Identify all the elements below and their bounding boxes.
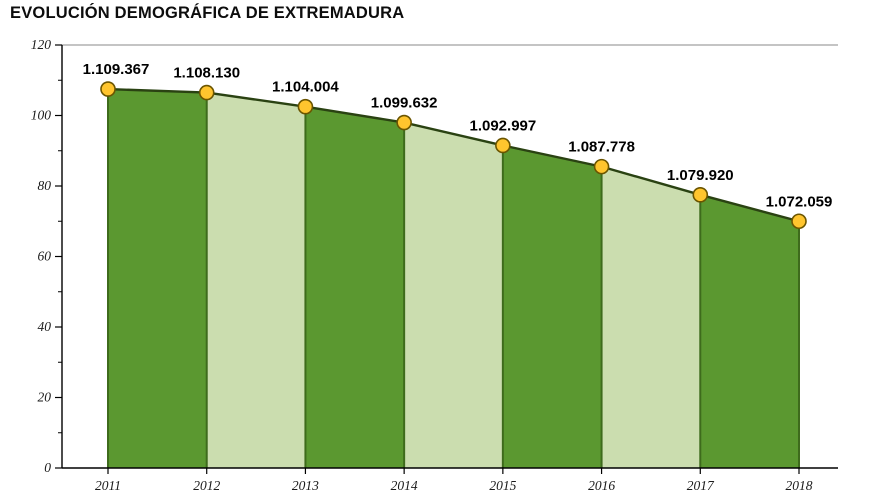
area-segment bbox=[206, 92, 306, 469]
x-tick-label: 2017 bbox=[687, 478, 715, 493]
y-tick-label: 60 bbox=[38, 249, 52, 264]
x-tick-label: 2014 bbox=[391, 478, 418, 493]
x-tick-label: 2012 bbox=[193, 478, 220, 493]
area-segment bbox=[700, 194, 799, 468]
data-point-value: 1.108.130 bbox=[173, 65, 240, 82]
x-tick-label: 2013 bbox=[292, 478, 319, 493]
data-point-marker bbox=[791, 213, 807, 230]
x-tick-label: 2011 bbox=[95, 478, 121, 493]
data-point-value: 1.072.059 bbox=[766, 193, 833, 210]
y-tick-label: 0 bbox=[44, 460, 51, 475]
data-point-value: 1.109.367 bbox=[83, 61, 150, 78]
area-segment bbox=[502, 145, 602, 468]
y-tick-label: 80 bbox=[38, 178, 52, 193]
y-tick-label: 40 bbox=[38, 319, 52, 334]
trend-line bbox=[107, 87, 800, 223]
data-point-value: 1.099.632 bbox=[371, 95, 438, 112]
y-tick-label: 20 bbox=[38, 390, 52, 405]
x-tick-label: 2016 bbox=[588, 478, 615, 493]
area-segment bbox=[108, 89, 207, 468]
area-segment bbox=[601, 166, 701, 469]
data-point-marker bbox=[495, 137, 511, 154]
data-point-marker bbox=[692, 187, 709, 203]
area-segment bbox=[404, 122, 503, 469]
data-point-value: 1.087.778 bbox=[568, 139, 635, 156]
data-point-value: 1.079.920 bbox=[667, 167, 734, 184]
data-point-value: 1.104.004 bbox=[272, 79, 339, 96]
page-title: EVOLUCIÓN DEMOGRÁFICA DE EXTREMADURA bbox=[10, 4, 405, 22]
x-tick-label: 2018 bbox=[786, 478, 813, 493]
data-point-marker bbox=[198, 84, 215, 101]
data-point-marker bbox=[396, 114, 412, 131]
data-point-value: 1.092.997 bbox=[469, 117, 536, 134]
y-tick-label: 120 bbox=[31, 37, 52, 52]
data-point-marker bbox=[593, 158, 610, 175]
data-point-marker bbox=[297, 98, 314, 115]
area-segment bbox=[305, 106, 405, 468]
y-tick-label: 100 bbox=[31, 108, 52, 123]
data-point-marker bbox=[100, 81, 116, 97]
x-tick-label: 2015 bbox=[489, 478, 516, 493]
